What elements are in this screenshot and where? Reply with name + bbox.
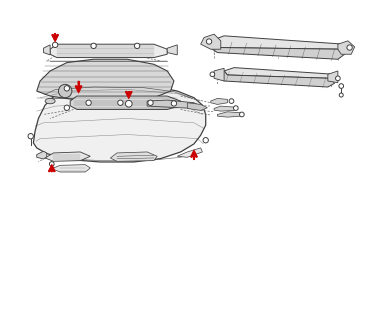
Polygon shape	[52, 165, 90, 172]
Polygon shape	[217, 112, 241, 117]
Polygon shape	[224, 68, 334, 78]
Circle shape	[336, 76, 340, 81]
Circle shape	[125, 100, 132, 107]
Polygon shape	[211, 36, 345, 49]
Polygon shape	[43, 45, 50, 55]
Polygon shape	[201, 34, 221, 49]
Polygon shape	[328, 71, 338, 83]
Polygon shape	[50, 44, 167, 57]
Ellipse shape	[45, 98, 55, 104]
Circle shape	[234, 106, 238, 111]
Circle shape	[64, 86, 69, 91]
Circle shape	[52, 42, 58, 47]
Circle shape	[347, 45, 352, 50]
Polygon shape	[191, 150, 197, 157]
Circle shape	[239, 112, 244, 117]
Polygon shape	[37, 59, 174, 101]
Polygon shape	[75, 86, 82, 93]
Polygon shape	[207, 41, 345, 59]
Polygon shape	[214, 106, 234, 111]
Polygon shape	[214, 68, 224, 81]
Circle shape	[78, 99, 83, 103]
Circle shape	[210, 72, 215, 77]
Circle shape	[134, 43, 140, 48]
Polygon shape	[45, 152, 90, 161]
Polygon shape	[33, 85, 206, 162]
Circle shape	[86, 100, 91, 106]
Polygon shape	[125, 92, 132, 99]
Polygon shape	[177, 148, 203, 157]
Circle shape	[64, 105, 69, 111]
Circle shape	[49, 162, 54, 166]
Circle shape	[171, 101, 177, 106]
Circle shape	[339, 84, 343, 88]
Polygon shape	[187, 103, 207, 111]
Polygon shape	[167, 45, 177, 55]
Circle shape	[206, 39, 212, 44]
Circle shape	[148, 100, 153, 106]
Polygon shape	[48, 164, 55, 171]
Circle shape	[59, 84, 72, 98]
Polygon shape	[37, 151, 47, 159]
Polygon shape	[147, 100, 201, 109]
Polygon shape	[211, 98, 227, 104]
Polygon shape	[217, 71, 334, 87]
Polygon shape	[52, 35, 59, 42]
Circle shape	[91, 43, 96, 48]
Circle shape	[118, 100, 123, 106]
Circle shape	[28, 133, 33, 139]
Circle shape	[339, 93, 343, 97]
Polygon shape	[70, 96, 181, 110]
Polygon shape	[110, 152, 157, 161]
Circle shape	[203, 137, 208, 143]
Circle shape	[229, 99, 234, 103]
Polygon shape	[338, 41, 355, 54]
